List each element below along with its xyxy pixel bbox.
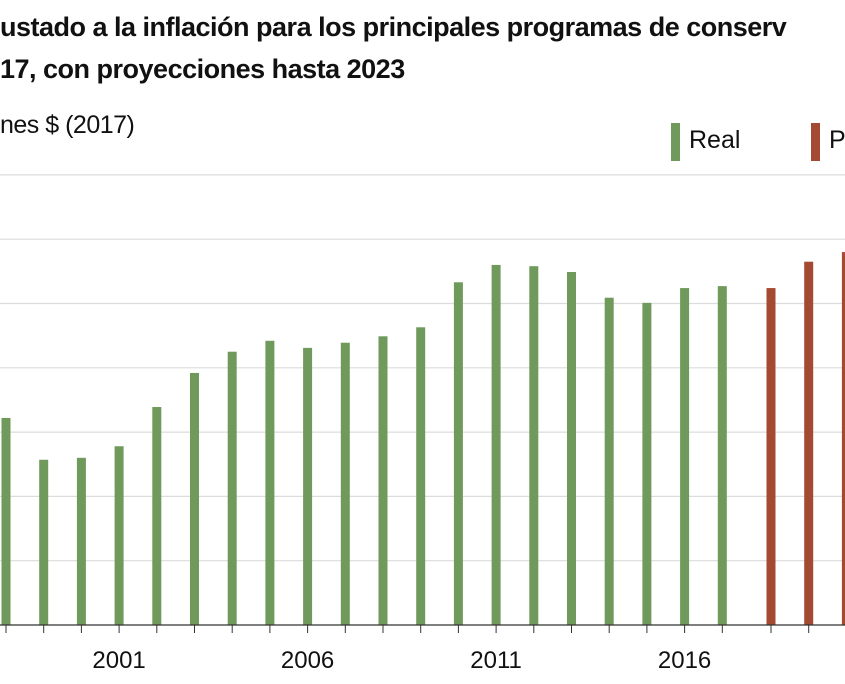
chart-subtitle: 17, con proyecciones hasta 2023 xyxy=(0,54,405,84)
bar-2008 xyxy=(378,336,388,625)
bar-2009 xyxy=(416,327,426,625)
x-tick-label: 2011 xyxy=(470,647,522,674)
bar-2006 xyxy=(303,347,313,625)
bar-2016 xyxy=(680,288,690,625)
y-axis-label: nes $ (2017) xyxy=(0,111,135,139)
x-tick-label: 2001 xyxy=(92,647,145,674)
bar-2014 xyxy=(604,297,614,625)
bar-2011 xyxy=(491,264,501,625)
x-tick-label: 2016 xyxy=(658,647,711,674)
bar-2012 xyxy=(529,266,539,625)
legend-swatch-real xyxy=(671,123,680,161)
bar-1998 xyxy=(1,417,11,625)
bar-2001 xyxy=(114,446,124,625)
bar-2007 xyxy=(340,342,350,625)
bar-2017 xyxy=(717,286,727,625)
legend-label-real: Real xyxy=(689,126,741,154)
bar-2019 xyxy=(804,261,814,625)
bar-2020 xyxy=(841,252,845,625)
x-tick-label: 2006 xyxy=(281,647,334,674)
legend-label-projected: P xyxy=(829,126,845,154)
bar-2015 xyxy=(642,302,652,625)
bar-1999 xyxy=(39,459,49,625)
bar-2002 xyxy=(152,407,162,625)
bar-2004 xyxy=(227,351,237,625)
bar-2018 xyxy=(766,288,776,625)
legend-swatch-projected xyxy=(811,123,820,161)
bar-2003 xyxy=(190,372,199,625)
chart-title: ustado a la inflación para los principal… xyxy=(0,12,787,42)
bar-2005 xyxy=(265,340,275,625)
bar-2000 xyxy=(76,457,86,625)
bar-2010 xyxy=(453,282,463,625)
bar-2013 xyxy=(567,271,576,625)
